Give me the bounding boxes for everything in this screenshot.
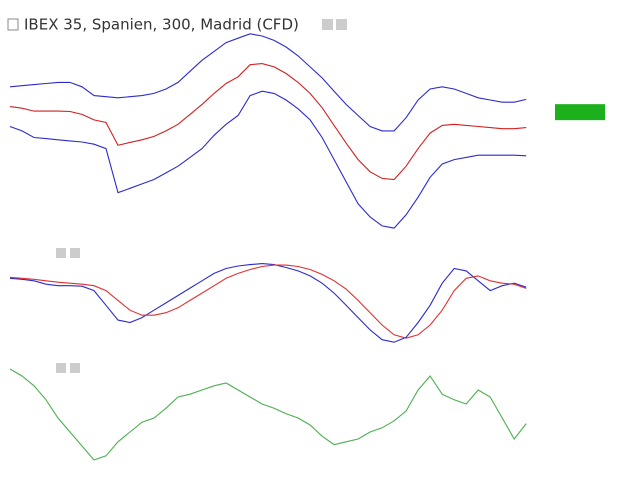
- macd-line: [9, 263, 527, 343]
- settings-icon[interactable]: [322, 19, 333, 30]
- settings-icon[interactable]: [56, 363, 66, 373]
- band-line: [9, 63, 527, 181]
- text-layer: IBEX 35, Spanien, 300, Madrid (CFD): [7, 16, 605, 373]
- band-layer: [9, 33, 527, 229]
- settings-icon[interactable]: [70, 248, 80, 258]
- settings-icon[interactable]: [70, 363, 80, 373]
- plot-layer: [9, 263, 527, 461]
- chart-title: IBEX 35, Spanien, 300, Madrid (CFD): [24, 16, 299, 34]
- macd-line: [9, 264, 527, 339]
- band-line: [9, 90, 527, 229]
- last-price-box: [555, 104, 605, 121]
- band-line: [9, 33, 527, 132]
- collapse-icon[interactable]: [7, 18, 19, 31]
- cmf-line: [9, 368, 527, 461]
- settings-icon[interactable]: [336, 19, 347, 30]
- settings-icon[interactable]: [56, 248, 66, 258]
